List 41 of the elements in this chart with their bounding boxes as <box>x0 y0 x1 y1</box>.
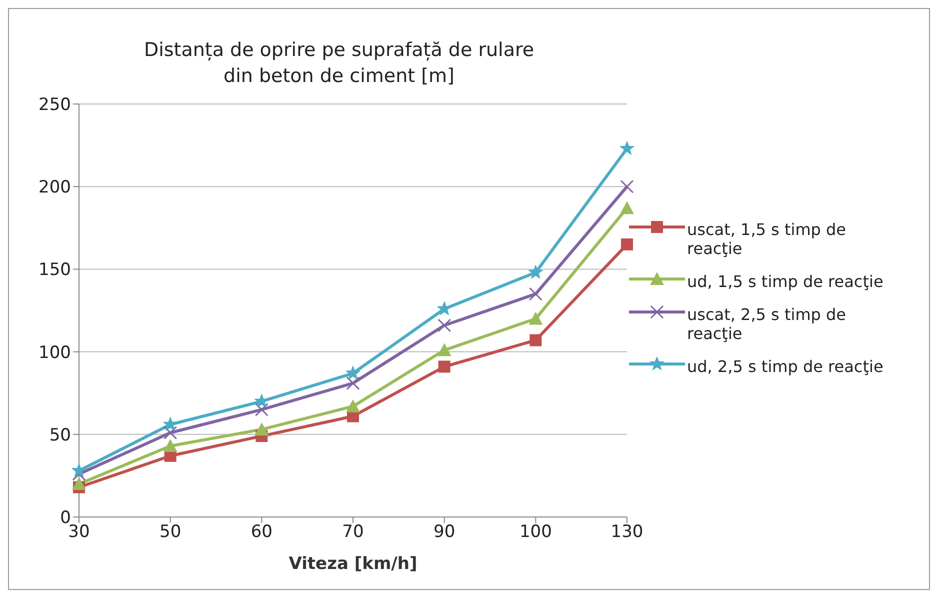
point <box>621 238 633 250</box>
y-tick-label: 150 <box>38 260 71 280</box>
legend-label: ud, 2,5 s timp de reacţie <box>687 357 884 376</box>
point <box>528 312 543 325</box>
point <box>530 334 542 346</box>
point <box>437 343 452 356</box>
point <box>254 402 268 416</box>
point <box>619 140 635 156</box>
point <box>620 201 634 214</box>
point <box>72 467 86 481</box>
y-tick-label: 50 <box>49 425 71 446</box>
point <box>528 287 542 301</box>
point <box>163 438 178 452</box>
point <box>345 365 361 380</box>
point <box>528 264 544 279</box>
chart-title: Distanța de oprire pe suprafață de rulare din beton de ciment [m] <box>142 38 536 89</box>
legend-label: uscat, 1,5 s timp de reacţie <box>687 220 848 258</box>
x-tick-label: 70 <box>342 522 364 542</box>
x-tick-label: 90 <box>434 522 456 542</box>
point <box>620 180 634 194</box>
x-tick-label: 60 <box>250 522 272 542</box>
point <box>346 399 360 412</box>
y-tick-label: 250 <box>38 95 71 116</box>
x-tick-label: 30 <box>68 522 90 542</box>
x-tick-label: 100 <box>519 522 552 542</box>
point <box>438 318 452 332</box>
y-tick-label: 0 <box>60 508 71 528</box>
legend-label: ud, 1,5 s timp de reacţie <box>687 272 884 291</box>
y-tick-label: 200 <box>38 178 71 198</box>
point <box>72 476 86 490</box>
point <box>346 376 360 390</box>
point <box>254 422 269 436</box>
point <box>436 300 452 316</box>
point <box>438 360 450 373</box>
point <box>164 426 178 440</box>
x-tick-label: 130 <box>610 522 644 542</box>
point <box>71 462 87 478</box>
y-tick-label: 100 <box>38 342 71 363</box>
legend-label: uscat, 2,5 s timp de reacţie <box>687 305 848 343</box>
x-tick-label: 50 <box>160 522 182 542</box>
x-axis-title: Viteza [km/h] <box>288 554 418 574</box>
